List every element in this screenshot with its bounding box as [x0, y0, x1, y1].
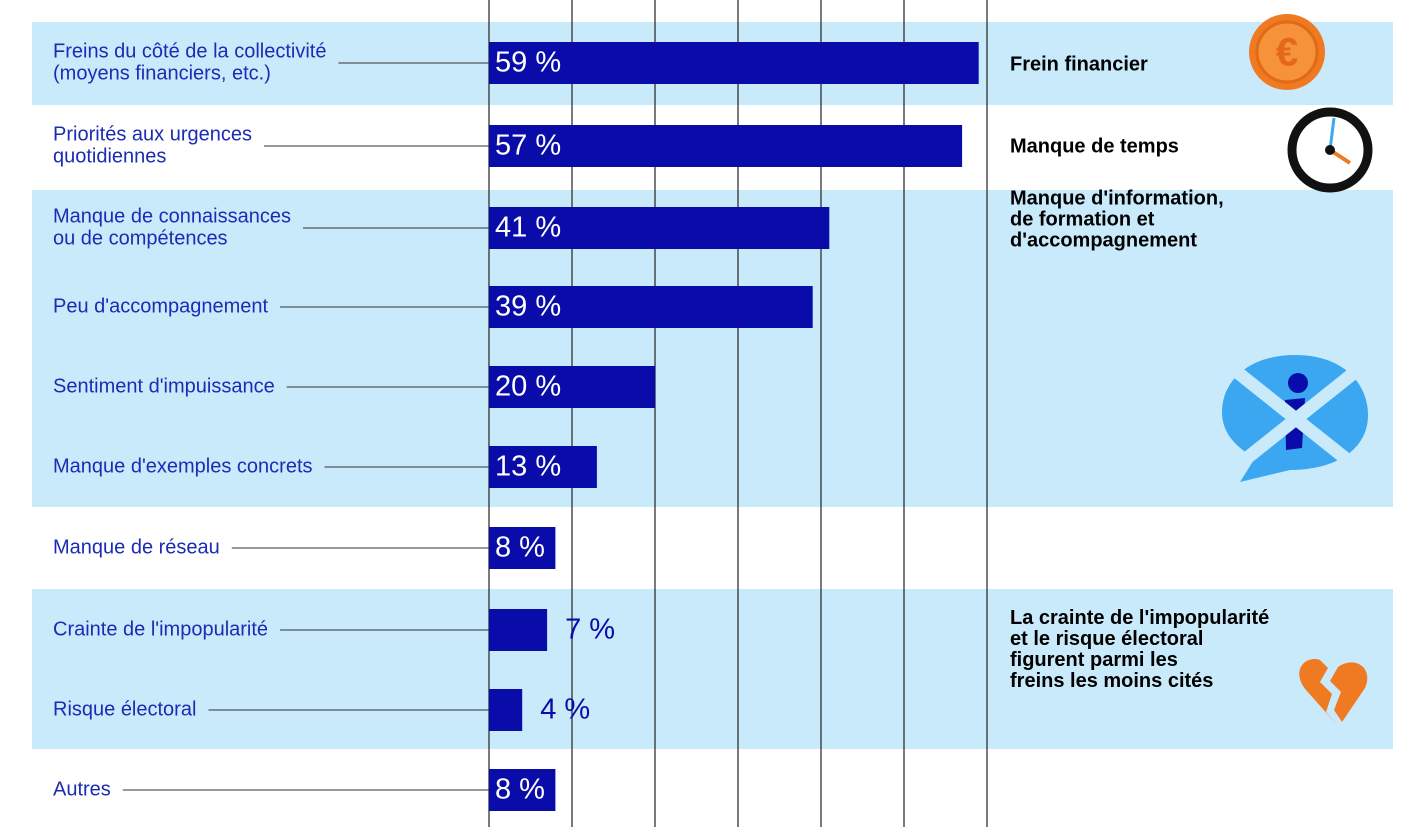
bar	[489, 769, 556, 811]
annotation: de formation et	[1010, 208, 1155, 230]
category-label: Peu d'accompagnement	[53, 295, 269, 317]
annotation: et le risque électoral	[1010, 628, 1203, 650]
bar	[489, 689, 523, 731]
annotation: Manque d'information,	[1010, 187, 1224, 209]
info-icon	[1222, 355, 1368, 482]
svg-text:€: €	[1276, 31, 1298, 75]
bar	[489, 609, 548, 651]
category-label: Freins du côté de la collectivité	[53, 40, 326, 62]
annotation: Manque de temps	[1010, 135, 1179, 157]
category-label: Risque électoral	[53, 698, 196, 720]
category-label: Autres	[53, 778, 111, 800]
category-label: ou de compétences	[53, 227, 228, 249]
bar	[489, 366, 655, 408]
category-label: Crainte de l'impopularité	[53, 618, 268, 640]
value-label: 8 %	[495, 774, 545, 806]
annotation: freins les moins cités	[1010, 670, 1213, 692]
annotation: figurent parmi les	[1010, 649, 1178, 671]
annotation: Frein financier	[1010, 53, 1148, 75]
annotation: La crainte de l'impopularité	[1010, 607, 1269, 629]
euro-icon: €	[1249, 14, 1325, 90]
bar	[489, 42, 979, 84]
value-label: 7 %	[565, 614, 615, 646]
category-label: quotidiennes	[53, 145, 166, 167]
value-label: 57 %	[495, 130, 561, 162]
bar	[489, 207, 830, 249]
broken-heart-icon	[1299, 659, 1368, 725]
bar	[489, 125, 963, 167]
value-label: 4 %	[540, 694, 590, 726]
category-label: Sentiment d'impuissance	[53, 375, 275, 397]
value-label: 20 %	[495, 371, 561, 403]
value-label: 8 %	[495, 532, 545, 564]
category-label: Manque de réseau	[53, 536, 220, 558]
annotation: d'accompagnement	[1010, 229, 1197, 251]
bar	[489, 527, 556, 569]
clock-icon	[1287, 107, 1373, 193]
band	[32, 589, 1393, 749]
value-label: 41 %	[495, 212, 561, 244]
category-label: (moyens financiers, etc.)	[53, 62, 271, 84]
value-label: 39 %	[495, 291, 561, 323]
value-label: 59 %	[495, 47, 561, 79]
value-label: 13 %	[495, 451, 561, 483]
category-label: Priorités aux urgences	[53, 123, 252, 145]
category-label: Manque de connaissances	[53, 205, 291, 227]
icons: €	[1222, 14, 1373, 725]
category-label: Manque d'exemples concrets	[53, 455, 313, 477]
bar	[489, 286, 813, 328]
bar	[489, 446, 597, 488]
